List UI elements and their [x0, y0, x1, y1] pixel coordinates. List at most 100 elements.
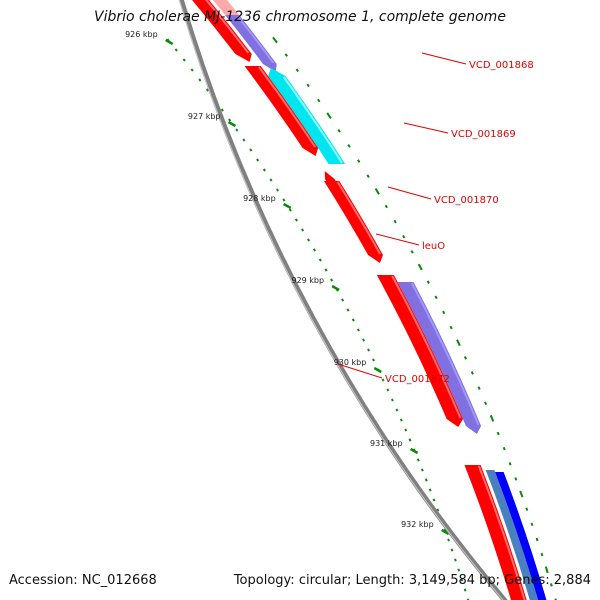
ruler-major-tick-1 — [227, 120, 237, 128]
outer-tick-15 — [417, 263, 423, 271]
outer-tick-35 — [544, 566, 549, 574]
ruler-tick-minor-42 — [416, 458, 420, 462]
cds-forward-2 — [244, 66, 319, 156]
ruler-tick-minor-7 — [220, 108, 224, 112]
cds-reverse-2 — [268, 68, 346, 164]
outer-tick-0 — [272, 36, 278, 44]
outer-tick-7 — [347, 144, 351, 148]
ruler-tick-minor-20 — [307, 238, 311, 242]
outer-tick-10 — [374, 187, 380, 195]
cds-forward-4-shade — [336, 181, 381, 255]
ruler-tick-minor-16 — [282, 198, 286, 202]
ruler-tick-minor-31 — [367, 348, 370, 352]
blast-hit-1 — [485, 470, 539, 600]
outer-tick-2 — [295, 68, 300, 73]
ruler-tick-minor-47 — [436, 508, 440, 512]
ruler-major-tick-4 — [373, 366, 382, 374]
ruler-tick-minor-14 — [269, 178, 273, 182]
outer-tick-23 — [477, 386, 481, 390]
ruler-label-0: 926 kbp — [125, 30, 158, 39]
cds-forward-4 — [323, 181, 383, 263]
ruler-tick-minor-10 — [242, 138, 246, 142]
outer-tick-17 — [434, 295, 438, 300]
ruler-tick-minor-4 — [198, 78, 202, 82]
ruler-label-2: 928 kbp — [243, 194, 276, 203]
outer-tick-26 — [496, 431, 500, 436]
ruler-tick-minor-53 — [457, 568, 461, 572]
outer-tick-8 — [357, 159, 361, 163]
gene-leader-0 — [421, 52, 467, 65]
cds-forward-5 — [376, 275, 463, 427]
outer-tick-36 — [549, 583, 553, 587]
outer-tick-27 — [502, 446, 506, 451]
ruler-tick-minor-17 — [288, 208, 292, 212]
cds-forward-3 — [324, 171, 338, 183]
gene-label-2: VCD_001870 — [434, 195, 499, 206]
ruler-tick-minor-27 — [346, 308, 350, 312]
ruler-major-tick-0 — [165, 38, 174, 46]
ruler-tick-minor-32 — [372, 358, 375, 362]
accession-info: Accession: NC_012668 — [9, 573, 157, 588]
outer-tick-6 — [337, 129, 341, 133]
ruler-tick-minor-19 — [301, 228, 305, 232]
outer-tick-21 — [463, 356, 468, 360]
gene-leader-3 — [375, 233, 420, 246]
ruler-label-6: 932 kbp — [401, 520, 434, 529]
ruler-ticks-layer — [165, 36, 557, 600]
cds-reverse-3 — [397, 282, 482, 434]
outer-tick-30 — [519, 490, 524, 498]
length-label: Length: — [355, 573, 405, 588]
outer-tick-18 — [442, 310, 446, 315]
blast-hit-2 — [495, 472, 547, 600]
ruler-tick-minor-24 — [330, 278, 334, 282]
ruler-major-tick-5 — [409, 447, 419, 455]
ruler-tick-minor-3 — [190, 68, 194, 72]
ruler-tick-minor-12 — [256, 158, 260, 162]
cds-reverse-3-shade — [410, 282, 480, 426]
outer-tick-25 — [489, 414, 495, 422]
ruler-tick-minor-30 — [362, 338, 365, 342]
outer-tick-34 — [540, 552, 544, 557]
features-layer — [192, 0, 547, 600]
genes-value: 2,884 — [553, 573, 591, 588]
outer-tick-9 — [366, 174, 370, 179]
accession-label: Accession: — [9, 573, 78, 588]
cds-reverse-1-shade — [236, 15, 275, 64]
accession-value: NC_012668 — [81, 573, 157, 588]
gene-label-1: VCD_001869 — [451, 129, 516, 140]
genes-label: Genes: — [504, 573, 550, 588]
outer-tick-24 — [484, 401, 488, 406]
outer-tick-1 — [284, 53, 289, 57]
gene-label-0: VCD_001868 — [469, 60, 534, 71]
ruler-tick-minor-23 — [324, 268, 328, 272]
cds-forward-6 — [464, 465, 527, 600]
outer-tick-22 — [470, 371, 474, 375]
ruler-tick-minor-1 — [174, 48, 178, 52]
outer-tick-3 — [306, 83, 310, 88]
outer-tick-20 — [456, 339, 461, 347]
outer-tick-29 — [514, 477, 518, 481]
ruler-tick-minor-5 — [205, 88, 209, 92]
cds-forward-5-shade — [391, 275, 462, 419]
ruler-tick-minor-2 — [182, 58, 186, 62]
cds-forward-1-shade — [205, 0, 250, 54]
outer-tick-33 — [535, 537, 539, 542]
ruler-major-tick-2 — [283, 202, 292, 210]
ruler-label-1: 927 kbp — [188, 112, 221, 121]
gene-leader-1 — [403, 122, 449, 134]
outer-tick-13 — [402, 234, 406, 239]
cds-forward-2-shade — [258, 66, 316, 148]
ruler-major-tick-3 — [331, 284, 340, 292]
ruler-tick-minor-18 — [294, 218, 298, 222]
length-value: 3,149,584 bp — [408, 573, 496, 588]
ruler-tick-minor-44 — [424, 478, 428, 482]
ruler-tick-minor-56 — [466, 598, 470, 600]
outer-tick-4 — [317, 98, 321, 103]
backbone-highlight — [178, 0, 504, 600]
ruler-tick-minor-9 — [235, 128, 239, 132]
gene-label-3: leuO — [422, 241, 445, 252]
ruler-tick-minor-28 — [351, 318, 355, 322]
ruler-tick-minor-34 — [381, 378, 385, 382]
ruler-tick-minor-8 — [228, 118, 232, 122]
